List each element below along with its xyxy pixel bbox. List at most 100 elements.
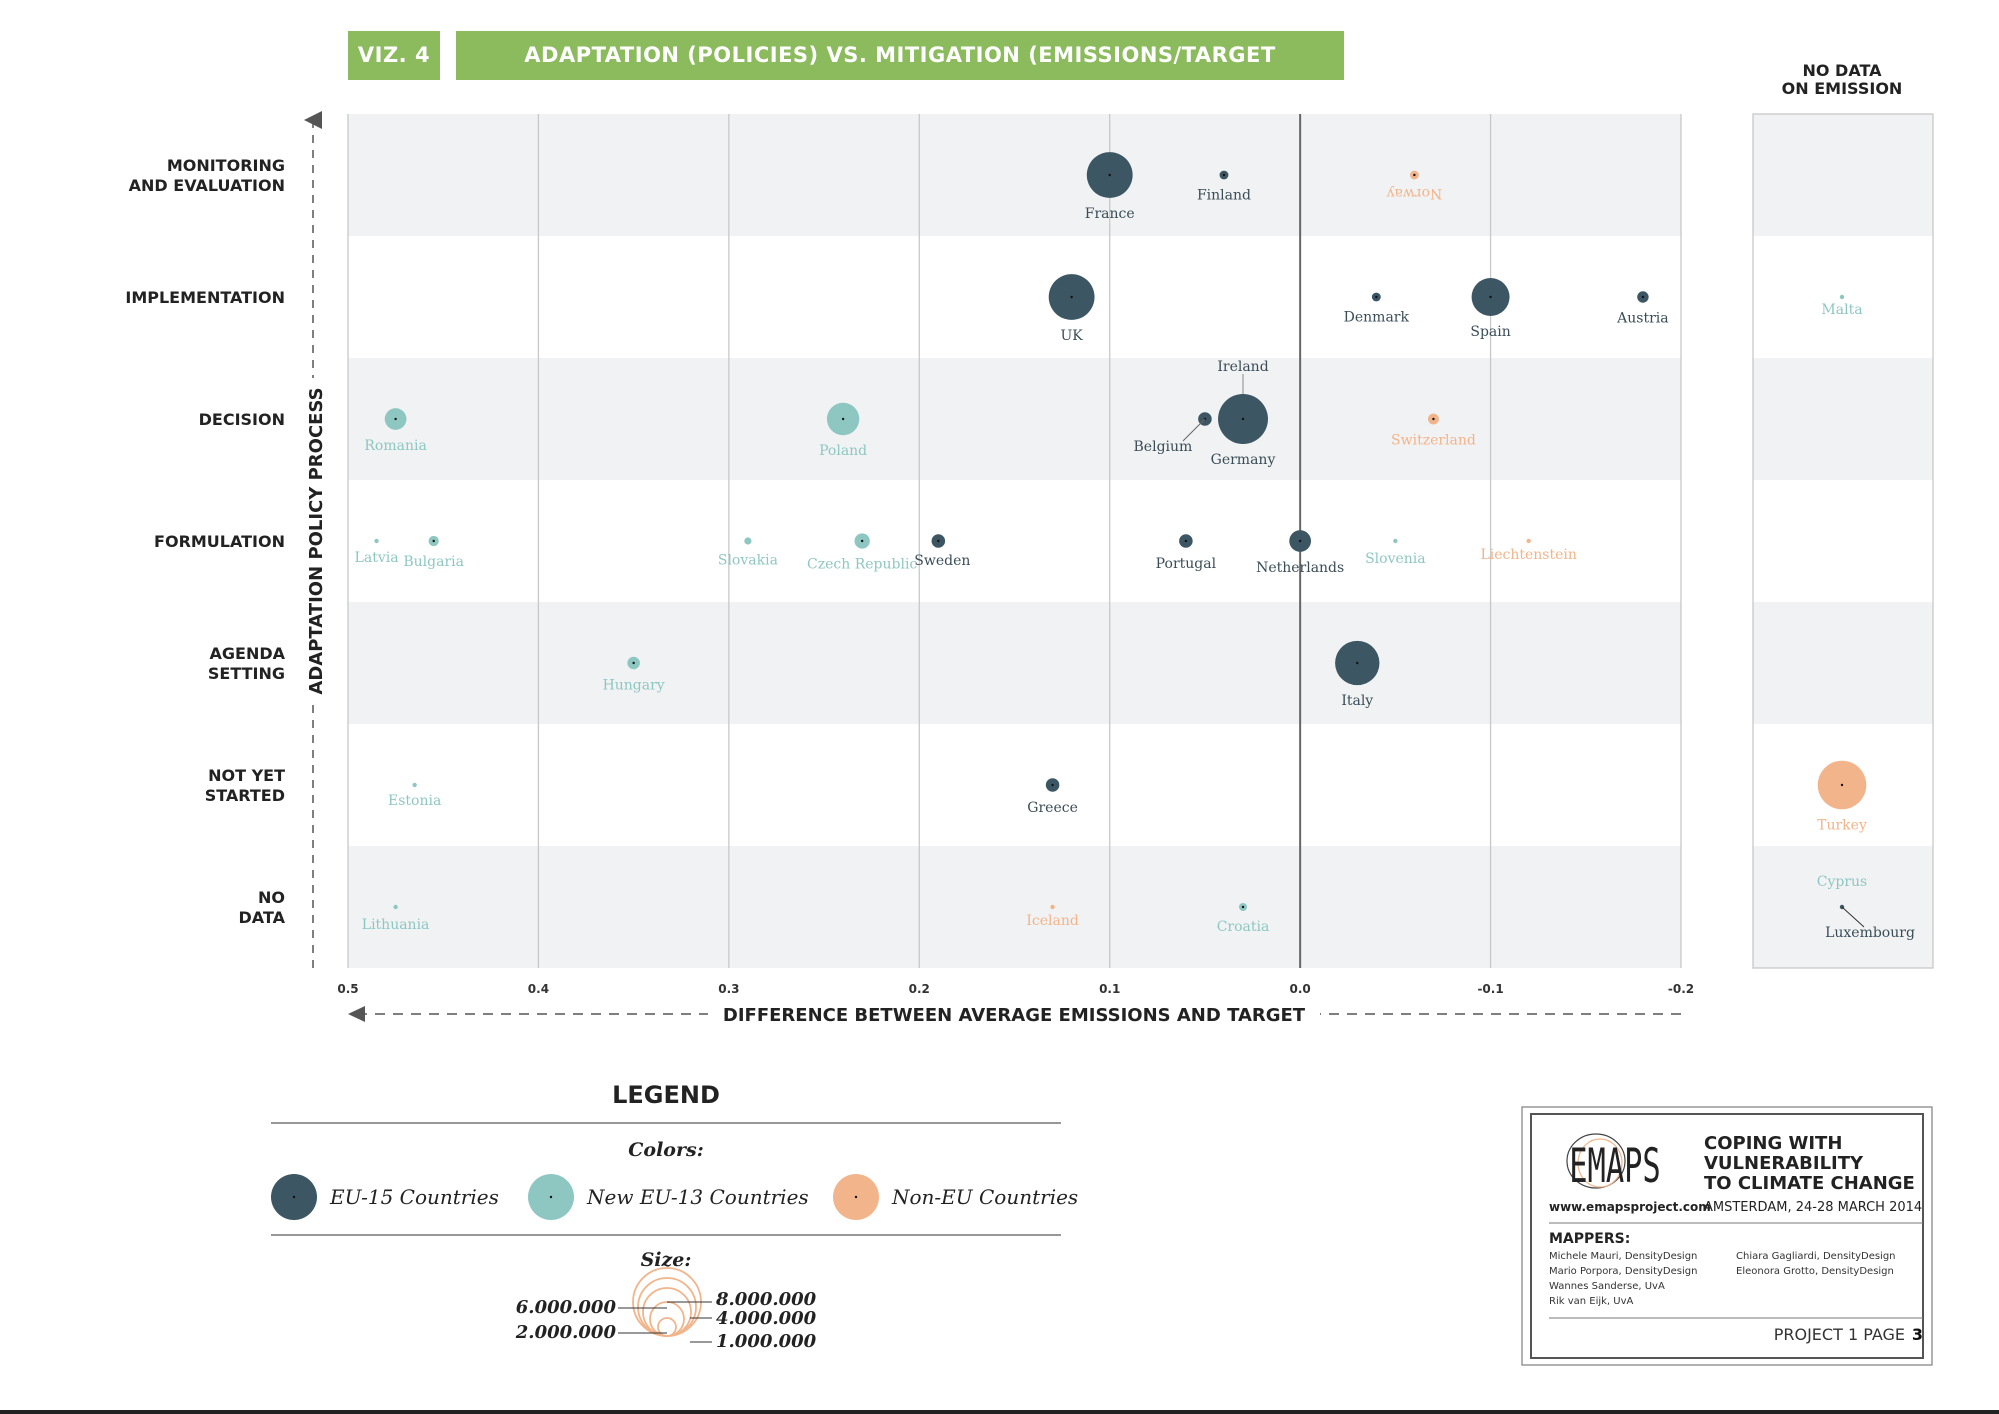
credits-website: www.emapsproject.com (1549, 1200, 1711, 1214)
row-label: NOT YET (208, 766, 285, 785)
point-center-dot (1375, 295, 1378, 299)
no-data-row-band (1753, 114, 1933, 236)
data-points: France Finland UK Denmark Spain Austria Irelan… (355, 152, 1915, 941)
point-label: Italy (1341, 693, 1373, 709)
row-band (348, 846, 1681, 968)
row-label: AGENDA (210, 644, 286, 663)
legend-size-label: 1.000.000 (716, 1331, 817, 1352)
point-label: Switzerland (1391, 432, 1476, 448)
viz-title-banner: ADAPTATION (POLICIES) VS. MITIGATION (EM… (456, 31, 1344, 116)
point-center-dot (1222, 173, 1226, 177)
x-tick-label: 0.2 (909, 982, 930, 996)
point-center-dot (1184, 539, 1188, 543)
legend-series-label: Non-EU Countries (891, 1185, 1078, 1209)
bottom-border (0, 1410, 1999, 1414)
point-center-dot (1432, 417, 1435, 421)
legend-title: LEGEND (612, 1081, 720, 1109)
point-center-dot (1241, 417, 1245, 421)
point-center-dot (1489, 295, 1492, 299)
point-label: Spain (1470, 324, 1510, 340)
point-label: Sweden (914, 553, 970, 569)
point-label: Norway (1387, 185, 1443, 201)
x-tick-label: 0.4 (528, 982, 549, 996)
point-label: Ireland (1217, 359, 1268, 375)
point-center-dot (860, 539, 864, 543)
legend-size-label: 4.000.000 (716, 1308, 817, 1329)
point-center-dot (841, 417, 845, 421)
point-label: Slovenia (1365, 551, 1426, 567)
row-band (348, 602, 1681, 724)
point-center-dot (1413, 173, 1416, 177)
legend-size-label: 2.000.000 (515, 1322, 617, 1343)
credits-place-date: AMSTERDAM, 24-28 MARCH 2014 (1704, 1200, 1922, 1215)
legend-size-circle (637, 1277, 697, 1337)
no-data-row-band (1753, 358, 1933, 480)
no-data-title: ON EMISSION (1782, 79, 1903, 98)
point-estonia[interactable] (412, 782, 417, 788)
point-center-dot (937, 539, 940, 543)
y-axis-label: ADAPTATION POLICY PROCESS (306, 387, 327, 694)
legend-series-label: New EU-13 Countries (586, 1185, 809, 1209)
point-label: Croatia (1217, 919, 1270, 935)
row-band (348, 358, 1681, 480)
mappers-title: MAPPERS: (1549, 1231, 1630, 1247)
row-label: DATA (239, 908, 286, 927)
legend-swatch-dot (549, 1195, 553, 1199)
mapper-name: Mario Porpora, DensityDesign (1549, 1266, 1697, 1277)
point-center-dot (1108, 173, 1111, 177)
point-center-dot (1241, 905, 1245, 909)
mapper-name: Rik van Eijk, UvA (1549, 1296, 1634, 1307)
credits-title-line: TO CLIMATE CHANGE (1704, 1173, 1915, 1194)
legend-swatch-dot (292, 1195, 296, 1199)
point-slovenia[interactable] (1393, 538, 1398, 544)
logo-swirl (1577, 1138, 1623, 1188)
point-center-dot (1070, 295, 1073, 299)
x-axis-arrowhead (348, 1006, 365, 1022)
legend-size-label: 6.000.000 (516, 1297, 617, 1318)
point-center-dot (1051, 783, 1054, 787)
row-label: FORMULATION (154, 532, 285, 551)
point-malta[interactable] (1839, 294, 1845, 300)
point-label: Denmark (1344, 309, 1410, 325)
point-label: Germany (1211, 452, 1276, 468)
x-tick-label: -0.2 (1668, 982, 1694, 996)
viz-number-badge: VIZ. 4 (348, 31, 440, 80)
row-label: STARTED (205, 786, 285, 805)
mapper-name: Chiara Gagliardi, DensityDesign (1736, 1251, 1896, 1262)
point-label: Lithuania (362, 917, 430, 933)
leader-line (1841, 906, 1865, 928)
x-tick-label: 0.5 (337, 982, 358, 996)
no-data-panel-frame (1752, 113, 1934, 969)
point-slovakia[interactable] (744, 537, 752, 545)
point-iceland[interactable] (1050, 904, 1055, 910)
legend-size-title: Size: (641, 1249, 692, 1271)
point-label: Estonia (388, 793, 441, 809)
point-latvia[interactable] (374, 538, 379, 544)
point-label: France (1085, 206, 1135, 222)
point-lithuania[interactable] (393, 904, 398, 910)
point-liechtenstein[interactable] (1526, 538, 1531, 544)
point-label: Poland (819, 443, 867, 459)
legend-size-circle (649, 1301, 685, 1337)
logo-text: EMAPS (1569, 1139, 1660, 1194)
point-label: Netherlands (1256, 560, 1344, 576)
point-label: Hungary (603, 677, 665, 693)
gridlines (347, 114, 1682, 968)
point-center-dot (1641, 295, 1645, 299)
row-label: NO (258, 888, 285, 907)
x-tick-label: -0.1 (1477, 982, 1503, 996)
row-label: SETTING (208, 664, 285, 683)
leader-line (1182, 418, 1206, 442)
row-label: IMPLEMENTATION (125, 288, 285, 307)
row-label: MONITORING (167, 156, 285, 175)
x-tick-label: 0.1 (1099, 982, 1120, 996)
page-label: PROJECT 1 PAGE (1774, 1325, 1905, 1344)
point-center-dot (1298, 539, 1302, 543)
legend-series-label: EU-15 Countries (329, 1185, 499, 1209)
point-label: Cyprus (1817, 874, 1867, 890)
mapper-name: Michele Mauri, DensityDesign (1549, 1251, 1697, 1262)
point-label: Portugal (1156, 556, 1217, 572)
point-center-dot (632, 661, 635, 665)
credits-inner-frame (1530, 1113, 1924, 1359)
